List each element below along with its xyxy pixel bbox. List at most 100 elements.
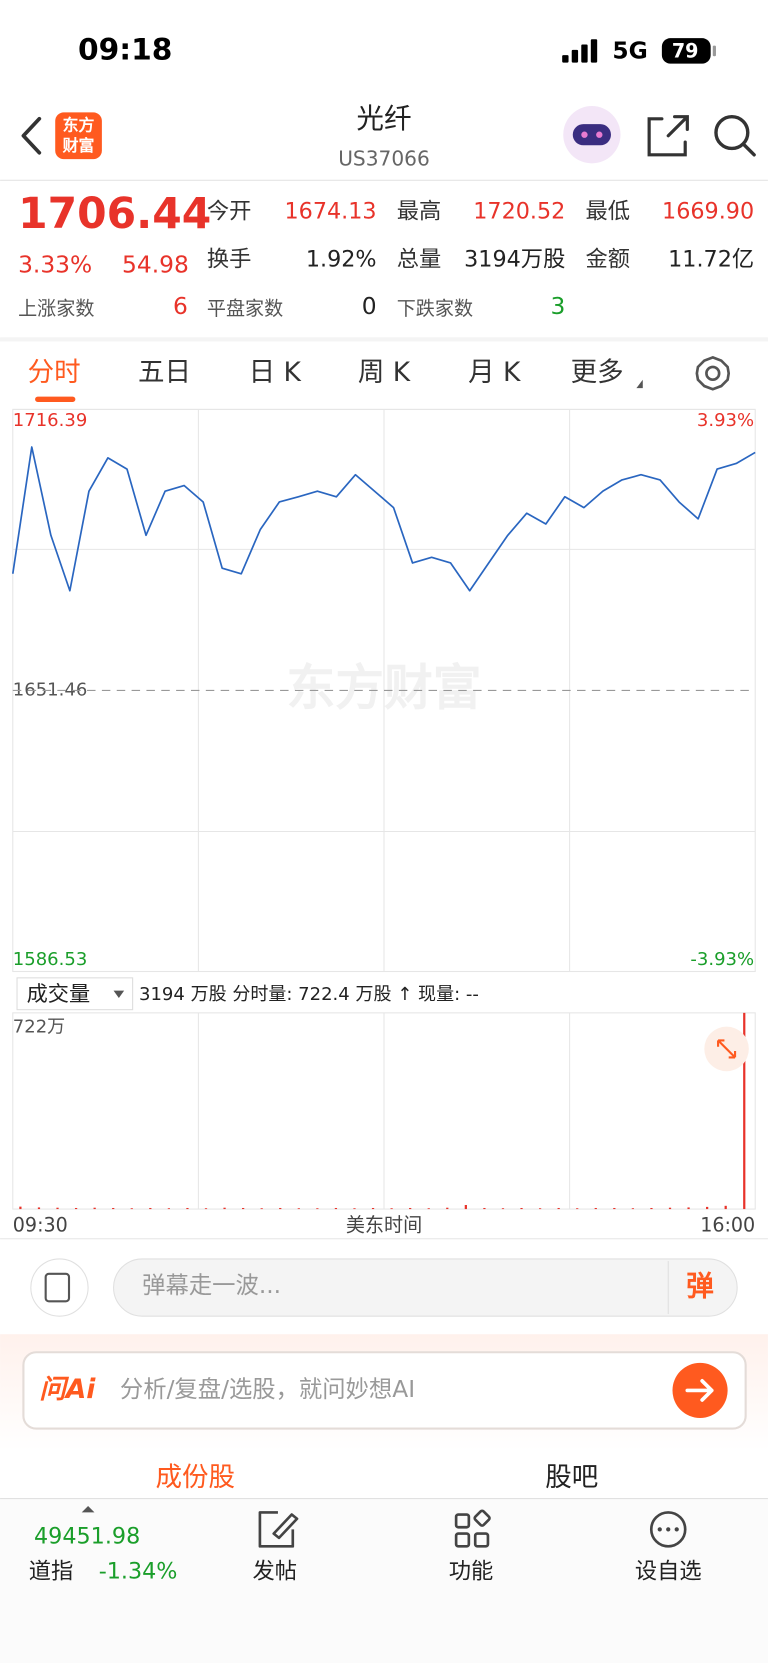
volume-bar — [353, 1208, 356, 1210]
sub-tab[interactable]: 成份股 — [155, 1462, 235, 1493]
action-label[interactable]: 发帖 — [252, 1558, 297, 1584]
volume-bar — [149, 1207, 152, 1210]
watchlist-icon[interactable] — [649, 1511, 687, 1548]
volume-bar — [668, 1207, 672, 1210]
volume-bar — [483, 1207, 486, 1210]
action-label[interactable]: 设自选 — [635, 1558, 702, 1584]
volume-bar — [371, 1207, 375, 1210]
y2-tick-label: -3.93% — [690, 949, 754, 970]
network: 5G — [612, 36, 647, 64]
index-name[interactable]: 道指 — [29, 1558, 74, 1584]
volume-bar — [409, 1207, 412, 1210]
stat-value: 1674.13 — [284, 199, 376, 225]
back-button[interactable] — [21, 116, 42, 155]
volume-bar — [279, 1207, 282, 1210]
index-change[interactable]: -1.34% — [99, 1558, 178, 1584]
volume-bar — [631, 1208, 635, 1210]
stat-value: 1669.90 — [662, 199, 754, 225]
volume-bar — [260, 1208, 263, 1210]
volume-bar — [56, 1207, 59, 1210]
volume-bar — [650, 1207, 653, 1210]
volume-bar — [223, 1207, 226, 1210]
volume-bar — [19, 1206, 22, 1210]
volume-bar — [37, 1207, 41, 1210]
x-tick-label: 09:30 — [13, 1214, 68, 1237]
battery-icon — [661, 38, 711, 64]
volume-summary: 3194 万股 分时量: 722.4 万股 ↑ 现量: -- — [139, 984, 479, 1005]
function-icon[interactable] — [454, 1509, 491, 1548]
avatar-eye — [581, 131, 588, 138]
ai-brand: 问Ai — [39, 1374, 96, 1405]
breadth-value: 0 — [362, 292, 377, 320]
battery-tip — [712, 45, 716, 57]
y-tick-label: 1716.39 — [13, 410, 88, 431]
volume-bar — [316, 1208, 319, 1210]
bottom-bar — [0, 1498, 768, 1663]
comment-input[interactable] — [113, 1258, 738, 1317]
action-label[interactable]: 功能 — [449, 1558, 494, 1584]
tab[interactable]: 周 K — [358, 357, 411, 388]
volume-bar — [576, 1208, 579, 1210]
volume-bar — [557, 1207, 560, 1210]
app-logo — [55, 112, 102, 160]
post-icon[interactable] — [258, 1511, 299, 1548]
volume-bar — [297, 1208, 300, 1210]
tab[interactable]: 五日 — [138, 357, 191, 388]
settings-button[interactable] — [695, 356, 731, 391]
stat-label: 最高 — [397, 199, 442, 225]
stat-value: 3194万股 — [464, 246, 565, 272]
volume-bar — [706, 1206, 709, 1210]
arrow-icon — [685, 1379, 714, 1402]
stat-label: 今开 — [207, 199, 252, 225]
volume-bar — [204, 1208, 208, 1210]
stat-value: 1720.52 — [473, 199, 565, 225]
search-button[interactable] — [714, 114, 756, 157]
volume-bar — [74, 1207, 78, 1210]
clock: 09:18 — [78, 32, 173, 67]
breadth-value: 6 — [173, 292, 188, 320]
comment-placeholder[interactable]: 弹幕走一波... — [142, 1271, 281, 1299]
tab[interactable]: 月 K — [468, 357, 521, 388]
logo-text: 财富 — [63, 136, 95, 155]
more-arrow — [636, 379, 643, 389]
ai-input[interactable] — [22, 1351, 747, 1430]
x-tick-label: 16:00 — [700, 1214, 755, 1237]
expand-arrow — [81, 1506, 95, 1513]
volume-bar — [427, 1208, 430, 1210]
share-button[interactable] — [647, 115, 689, 157]
volume-bar — [446, 1207, 449, 1210]
stat-value: 11.72亿 — [668, 246, 754, 272]
indicator-name[interactable]: 成交量 — [27, 982, 91, 1007]
indicator-selector[interactable] — [16, 977, 134, 1011]
breadth-value: 3 — [551, 292, 566, 320]
tab[interactable]: 更多 — [571, 357, 624, 388]
volume-bar — [167, 1208, 171, 1210]
ai-placeholder[interactable]: 分析/复盘/选股，就问妙想AI — [120, 1375, 415, 1403]
signal-icon — [562, 39, 598, 63]
tab[interactable]: 日 K — [249, 357, 302, 388]
volume-bar — [390, 1208, 393, 1210]
breadth-label: 下跌家数 — [397, 297, 473, 320]
avatar-eye — [596, 131, 603, 138]
volume-frame — [12, 1012, 756, 1210]
volume-bar — [501, 1208, 505, 1210]
avatar-face — [572, 124, 611, 146]
y-tick-label: 1586.53 — [13, 949, 88, 970]
index-value[interactable]: 49451.98 — [34, 1523, 140, 1549]
volume-bar — [724, 1205, 727, 1210]
breadth-label: 上涨家数 — [18, 297, 94, 320]
volume-bar — [594, 1207, 597, 1210]
sub-tab[interactable]: 股吧 — [545, 1462, 598, 1493]
danmaku-icon — [44, 1272, 71, 1303]
volume-bar — [743, 1012, 746, 1210]
page-title: 光纤 — [356, 102, 411, 135]
stats: 今开 1674.13 最高 1720.52 最低 1669.90 换手 1.92% 总量 3194… — [18, 199, 754, 321]
volume-bar — [112, 1207, 115, 1210]
tab[interactable]: 分时 — [28, 357, 81, 388]
danmaku-toggle[interactable] — [30, 1258, 89, 1317]
tabs: 分时 五日 日 K 周 K 月 K 更多 — [28, 357, 643, 389]
danmaku-button[interactable]: 弹 — [686, 1270, 714, 1303]
dropdown-arrow — [113, 990, 125, 999]
